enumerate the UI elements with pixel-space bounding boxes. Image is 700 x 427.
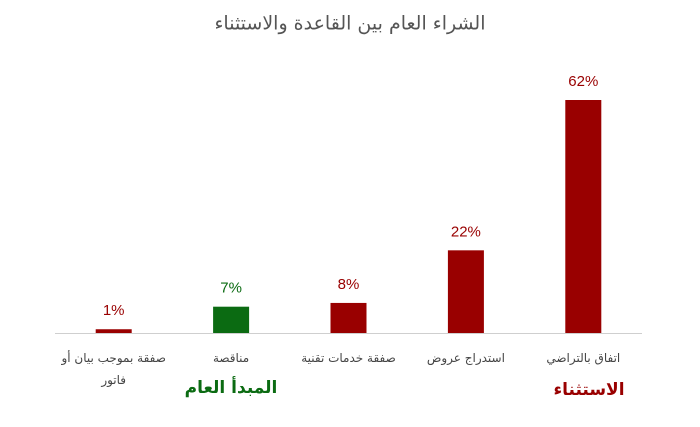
bar: [213, 306, 250, 333]
x-tick-label: مناقصة: [212, 351, 250, 365]
value-label: 7%: [220, 280, 242, 297]
value-label: 8%: [338, 276, 360, 293]
bar: [565, 100, 602, 333]
bar: [447, 250, 484, 333]
bar: [330, 302, 367, 333]
chart-title: الشراء العام بين القاعدة والاستثناء: [214, 13, 485, 35]
annotation: الاستثناء: [553, 380, 624, 400]
value-label: 62%: [568, 73, 598, 90]
x-tick-label: استدراج عروض: [426, 351, 505, 365]
value-label: 22%: [451, 223, 481, 240]
x-tick-label: اتفاق بالتراضي: [546, 351, 621, 365]
x-tick-label: صفقة خدمات تقنية: [301, 351, 396, 365]
value-label: 1%: [103, 302, 125, 319]
bar: [95, 329, 132, 333]
x-tick-label: صفقة بموجب بيان أو فاتور: [61, 351, 166, 387]
annotation: المبدأ العام: [185, 376, 278, 398]
